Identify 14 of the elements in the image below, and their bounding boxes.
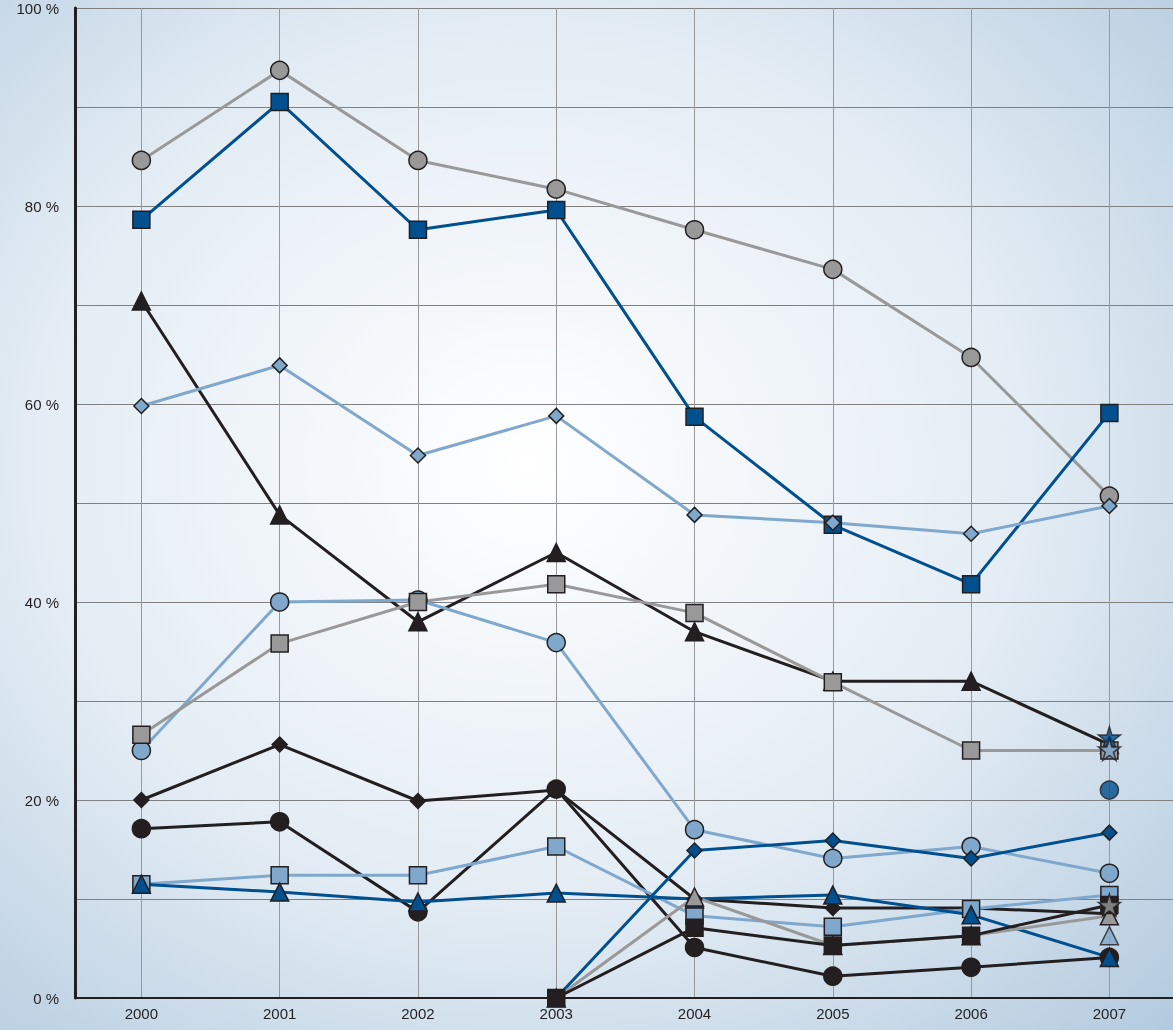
y-tick-label: 0 % (33, 989, 59, 1007)
y-tick-label: 40 % (24, 593, 59, 611)
x-tick-label: 2001 (262, 1005, 297, 1022)
x-tick-label: 2000 (124, 1005, 159, 1022)
x-tick-label: 2004 (677, 1005, 712, 1022)
x-tick-label: 2002 (401, 1005, 435, 1022)
y-tick-label: 60 % (24, 395, 59, 413)
y-tick-label: 100 % (16, 0, 59, 17)
x-tick-label: 2005 (816, 1005, 850, 1022)
x-tick-label: 2003 (539, 1005, 573, 1022)
y-tick-label: 20 % (24, 791, 59, 809)
y-tick-label: 80 % (24, 197, 59, 215)
x-tick-label: 2007 (1092, 1005, 1127, 1022)
x-tick-label: 2006 (954, 1005, 988, 1022)
